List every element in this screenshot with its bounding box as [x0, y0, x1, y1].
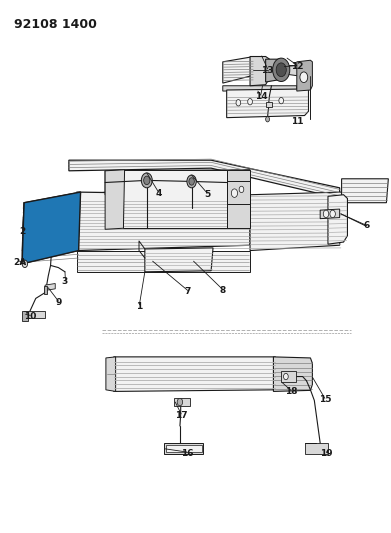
Text: 9: 9 [55, 298, 61, 307]
Circle shape [239, 186, 244, 192]
Circle shape [189, 177, 194, 185]
Polygon shape [265, 59, 285, 82]
Text: 1: 1 [136, 302, 142, 311]
Polygon shape [285, 66, 303, 76]
Text: 15: 15 [319, 395, 331, 404]
Bar [281, 370, 296, 382]
Polygon shape [105, 169, 125, 229]
Text: 10: 10 [24, 312, 36, 321]
Text: 14: 14 [255, 92, 267, 101]
Polygon shape [22, 236, 79, 264]
Circle shape [283, 373, 288, 379]
Text: 8: 8 [220, 286, 226, 295]
Polygon shape [227, 89, 308, 118]
Polygon shape [145, 248, 213, 272]
Polygon shape [320, 209, 340, 219]
Circle shape [231, 189, 238, 197]
Polygon shape [227, 169, 250, 228]
Text: 17: 17 [175, 411, 187, 420]
Polygon shape [106, 357, 116, 391]
Polygon shape [223, 86, 297, 91]
Bar [166, 445, 202, 451]
Bar [22, 311, 28, 321]
Bar [24, 311, 45, 318]
Bar [305, 443, 328, 454]
Circle shape [22, 260, 28, 268]
Polygon shape [45, 284, 55, 290]
Circle shape [177, 398, 183, 406]
Bar [44, 286, 47, 294]
Polygon shape [69, 160, 340, 198]
Text: 11: 11 [291, 117, 303, 126]
Text: 7: 7 [185, 287, 191, 296]
Polygon shape [250, 192, 342, 251]
Circle shape [300, 72, 308, 83]
Polygon shape [297, 60, 312, 91]
Polygon shape [22, 192, 81, 251]
Polygon shape [77, 192, 107, 237]
Polygon shape [114, 357, 275, 391]
Text: 2A: 2A [13, 258, 26, 266]
Text: 12: 12 [291, 62, 303, 71]
Bar [164, 443, 203, 454]
Polygon shape [250, 56, 269, 86]
Bar [265, 102, 272, 107]
Polygon shape [273, 357, 312, 391]
Circle shape [265, 117, 269, 122]
Polygon shape [223, 56, 254, 83]
Bar [174, 398, 190, 406]
Polygon shape [124, 169, 227, 228]
Text: 16: 16 [181, 449, 193, 458]
Polygon shape [227, 181, 250, 204]
Text: 2: 2 [19, 228, 25, 237]
Circle shape [279, 98, 283, 104]
Circle shape [236, 100, 241, 106]
Polygon shape [342, 179, 388, 203]
Text: 4: 4 [155, 189, 161, 198]
Text: 5: 5 [204, 190, 210, 199]
Text: 19: 19 [320, 449, 333, 458]
Circle shape [141, 173, 152, 188]
Text: 3: 3 [62, 277, 68, 286]
Polygon shape [77, 251, 250, 272]
Polygon shape [328, 195, 348, 244]
Polygon shape [22, 192, 81, 264]
Circle shape [143, 176, 150, 184]
Circle shape [276, 63, 286, 77]
Circle shape [187, 175, 196, 188]
Text: 92108 1400: 92108 1400 [14, 18, 97, 31]
Text: 13: 13 [261, 67, 274, 75]
Circle shape [248, 99, 252, 105]
Polygon shape [105, 169, 250, 195]
Text: 6: 6 [364, 221, 370, 230]
Circle shape [323, 210, 329, 217]
Circle shape [330, 210, 335, 217]
Polygon shape [77, 192, 250, 251]
Circle shape [273, 58, 290, 82]
Text: 18: 18 [285, 387, 297, 396]
